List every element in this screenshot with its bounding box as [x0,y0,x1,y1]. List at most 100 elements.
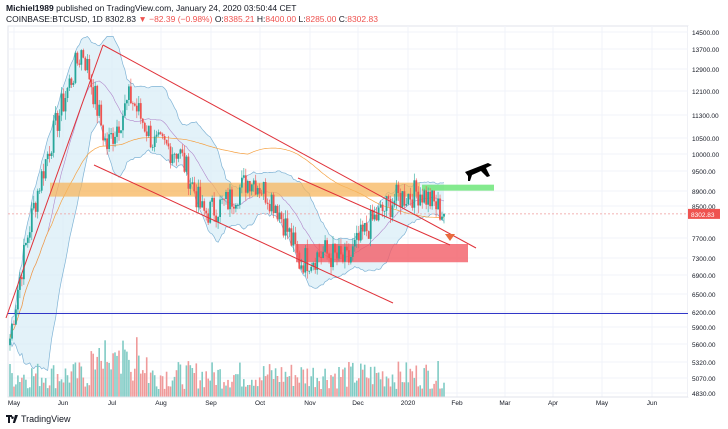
volume-bar [175,370,178,397]
volume-bar [68,382,71,397]
price-tick-label: 8500.00 [692,204,716,211]
volume-bar [389,386,392,397]
chart-header: Michiel1989 published on TradingView.com… [0,0,728,24]
candle-body [15,309,17,325]
publish-info: Michiel1989 published on TradingView.com… [6,3,296,13]
volume-bar [225,385,227,397]
volume-bar [264,376,267,397]
candle-body [443,213,445,217]
candle-body [348,250,350,263]
volume-bar [161,376,164,397]
volume-bar [393,382,396,397]
volume-bar [318,381,320,397]
volume-bar [102,368,104,397]
volume-bar [348,362,350,397]
volume-bar [52,365,55,397]
open-label: O: [214,14,224,24]
close-label: C: [338,14,348,24]
candle-body [350,256,352,263]
price-tick-label: 8900.00 [692,189,716,196]
candle-body [56,113,59,131]
candle-body [165,139,168,144]
candle-body [397,184,400,193]
volume-bar [419,385,421,397]
candle-body [153,136,156,147]
candle-body [229,189,231,210]
volume-bar [54,388,57,397]
candle-body [385,196,388,211]
volume-bar [13,386,15,397]
volume-bar [19,382,21,397]
volume-bar [346,386,348,397]
volume-bar [191,368,194,397]
volume-bar [84,386,87,397]
volume-bar [159,375,162,397]
candle-body [304,248,307,273]
time-tick-label: Jun [647,400,658,407]
volume-bar [173,376,176,397]
volume-bar [433,383,435,397]
volume-bar [104,340,106,397]
volume-bar [144,373,146,397]
candle-body [401,191,404,208]
volume-bar [112,353,114,397]
price-tick-label: 9500.00 [692,169,716,176]
candle-body [413,180,416,208]
candle-body [365,223,368,232]
candle-body [244,175,247,193]
publisher-name[interactable]: Michiel1989 [6,3,54,13]
candle-body [223,198,225,200]
candle-body [351,246,354,257]
candle-body [211,197,213,202]
volume-bar [157,389,160,397]
candle-body [44,159,47,179]
volume-bar [411,371,414,397]
price-tick-label: 10000.00 [692,152,719,159]
volume-bar [270,370,273,397]
volume-bar [322,376,324,397]
time-tick-label: Feb [451,400,463,407]
volume-bar [324,368,326,397]
band-fill [10,36,444,371]
high-label: H: [256,14,266,24]
volume-bar [149,372,152,397]
volume-bar [274,368,277,397]
candle-body [94,85,97,105]
candle-body [433,190,435,202]
candle-body [197,186,200,208]
volume-bar [126,351,128,397]
candle-body [124,103,126,116]
volume-bar [195,363,198,397]
channel-line [102,44,477,249]
candle-body [421,194,424,203]
volume-bar [134,368,136,397]
publish-details: published on TradingView.com, January 24… [53,3,297,13]
candle-body [411,199,414,208]
volume-bar [42,382,45,397]
candle-body [157,132,160,135]
volume-bar [354,382,356,397]
candle-body [375,214,378,221]
volume-bar [425,364,427,397]
price-tick-label: 7300.00 [692,256,716,263]
tradingview-brand[interactable]: TradingView [21,414,71,424]
candle-body [52,120,55,153]
candle-body [258,188,261,194]
volume-bar [70,371,73,397]
volume-bar [229,387,231,397]
volume-bar [308,386,310,397]
candle-body [314,262,317,270]
candle-body [177,153,180,159]
candle-body [336,252,338,259]
candle-body [248,181,251,192]
candle-body [242,175,245,178]
volume-bar [227,379,229,397]
volume-bar [413,377,416,397]
candle-body [262,182,265,194]
volume-bar [132,380,134,397]
volume-bar [118,350,120,397]
candle-body [17,289,19,310]
time-tick-label: Sep [205,400,217,407]
volume-bar [110,369,112,397]
